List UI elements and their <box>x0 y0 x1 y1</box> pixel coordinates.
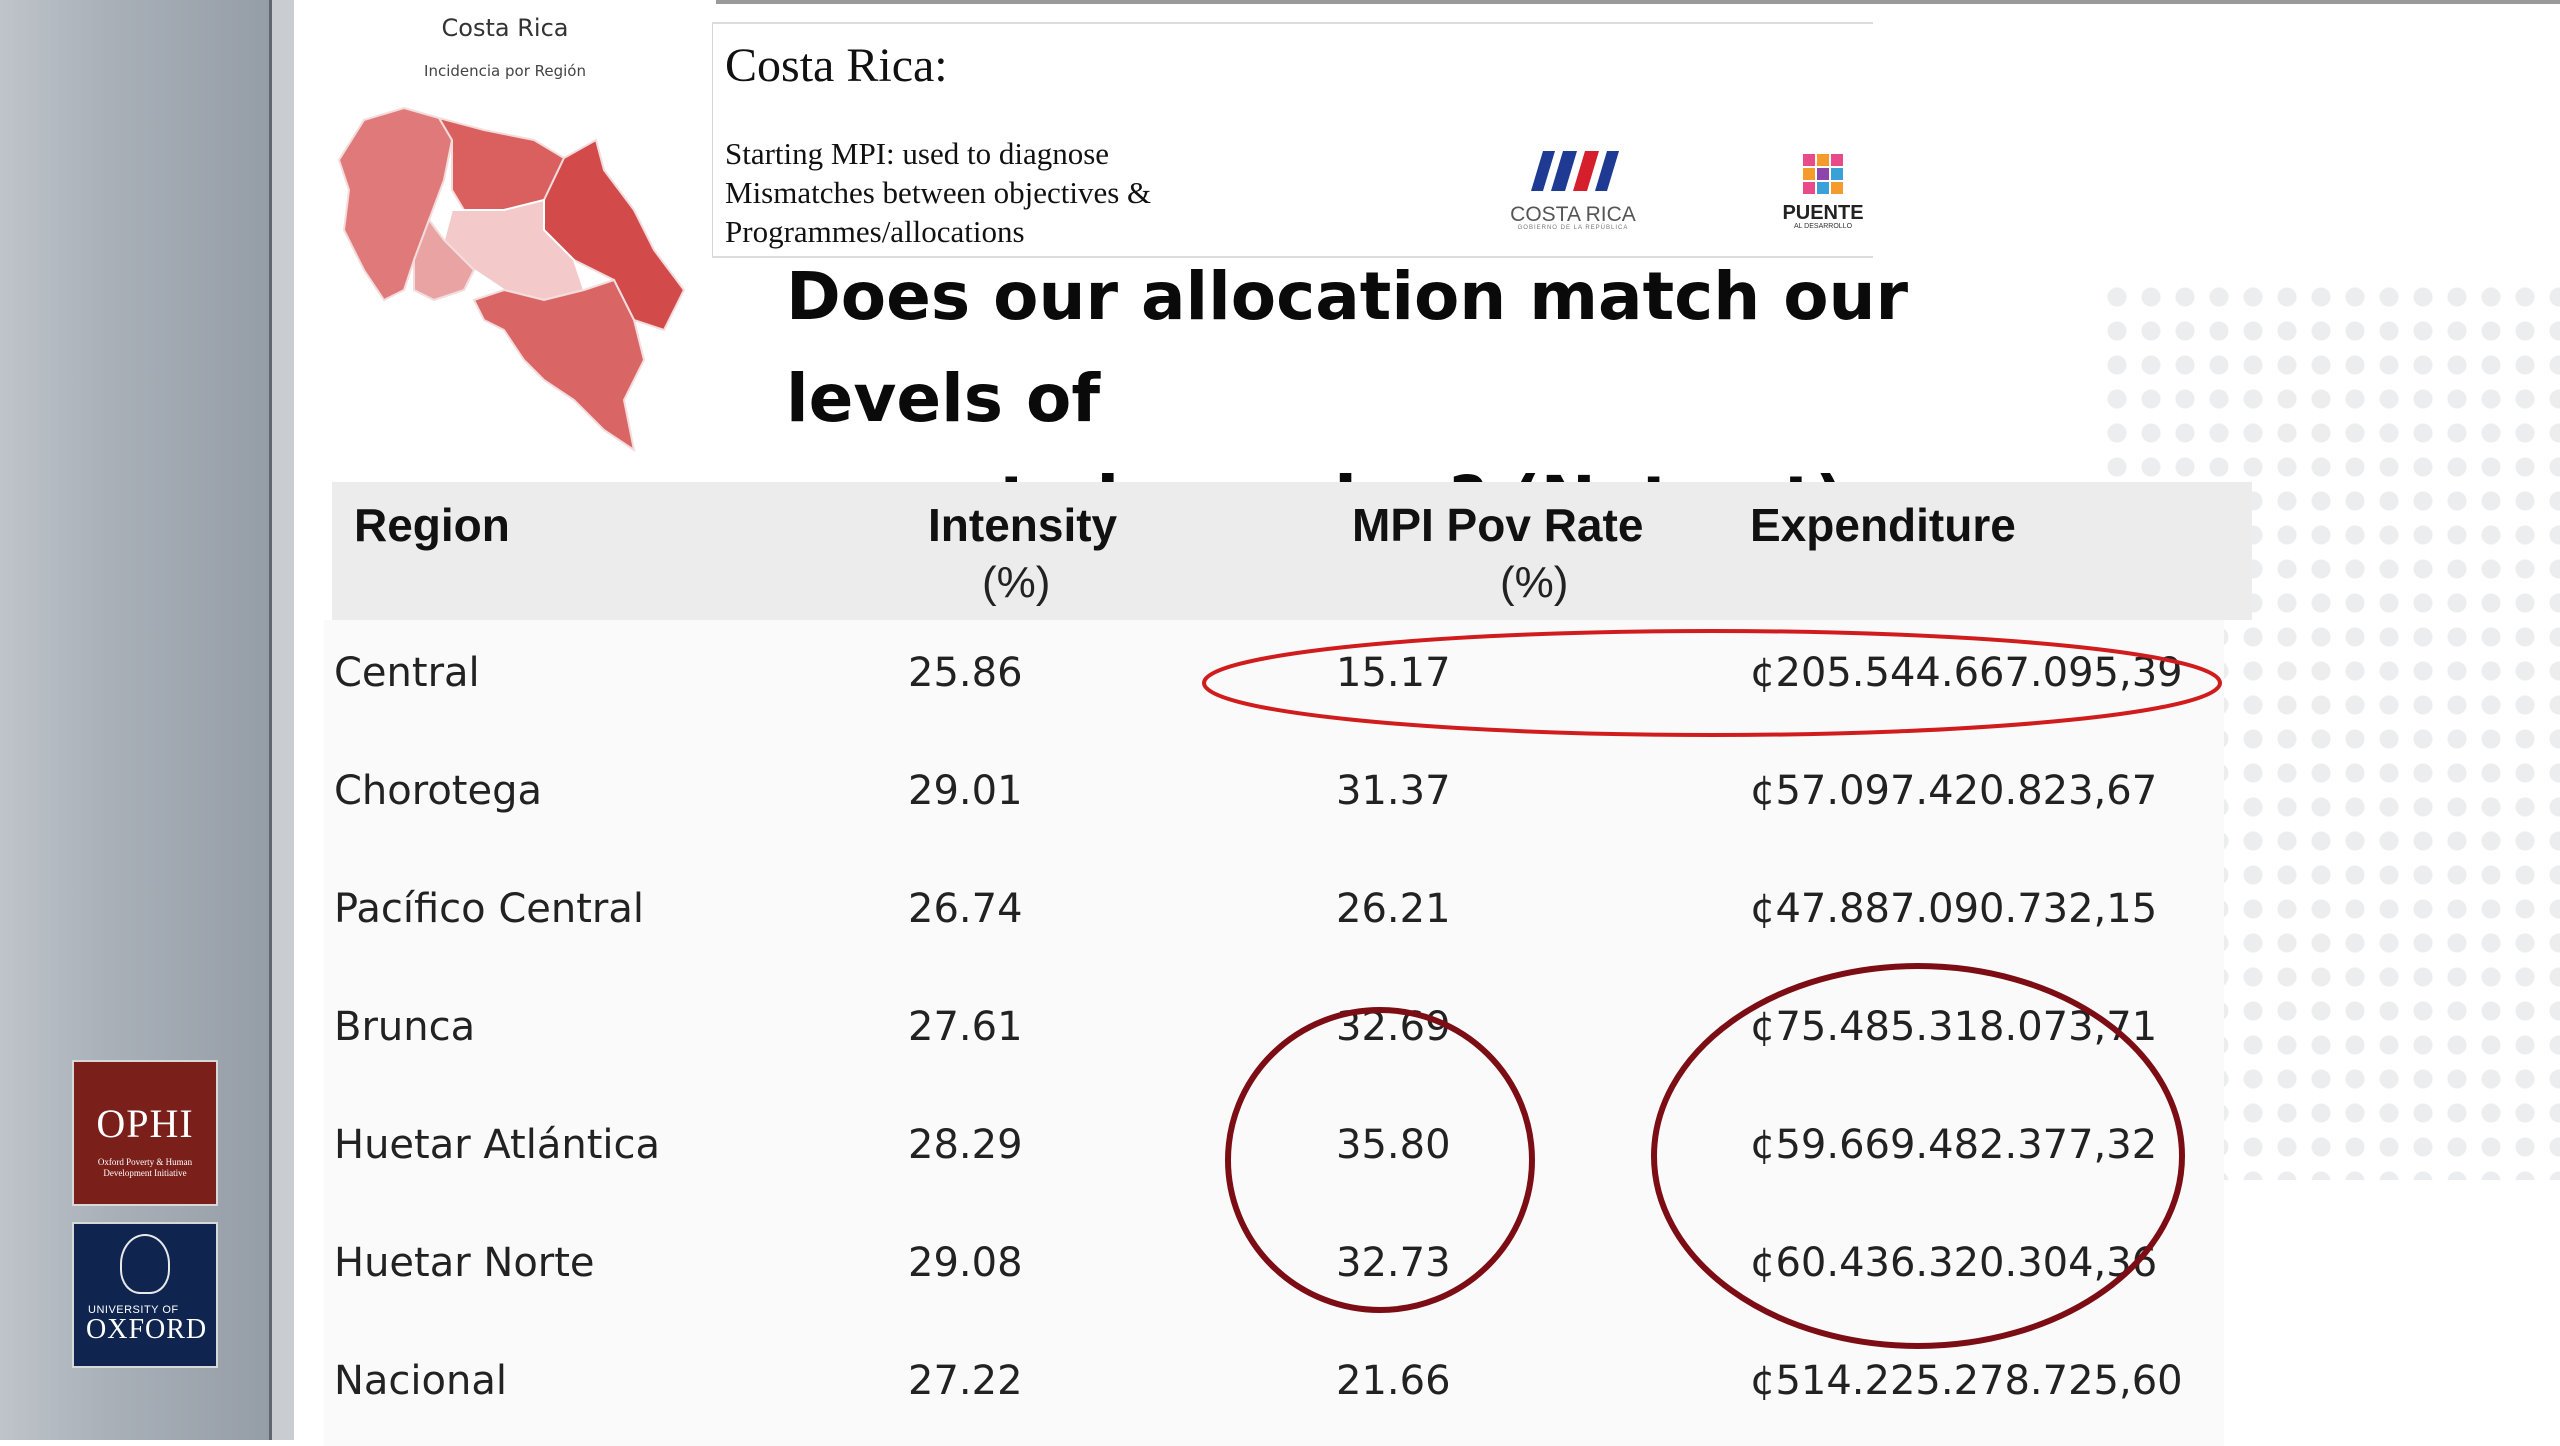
question-line-1: Does our allocation match our levels of <box>786 258 1909 437</box>
header-line: Mismatches between objectives & <box>725 175 1152 210</box>
ophi-logo-subtitle: Oxford Poverty & Human Development Initi… <box>97 1157 193 1178</box>
cell-mpi: 32.69 <box>1336 1004 1451 1050</box>
header-line: Programmes/allocations <box>725 214 1025 249</box>
header-intensity: Intensity <box>928 499 1118 551</box>
costa-rica-map <box>337 106 686 453</box>
cell-region: Brunca <box>334 1004 476 1050</box>
costa-rica-logo-small: GOBIERNO DE LA REPÚBLICA <box>1517 225 1629 231</box>
map-title: Costa Rica <box>441 14 569 42</box>
cell-mpi: 26.21 <box>1336 886 1451 932</box>
puente-logo: PUENTE AL DESARROLLO <box>1768 152 1878 230</box>
cell-mpi: 21.66 <box>1336 1358 1451 1404</box>
costa-rica-stripes-icon <box>1531 151 1619 191</box>
cell-intensity: 27.61 <box>908 1004 1023 1050</box>
header-line: Starting MPI: used to diagnose <box>725 136 1110 171</box>
table-row: Pacífico Central 26.74 26.21 ¢47.887.090… <box>324 856 2224 976</box>
oxford-logo-title: OXFORD <box>86 1314 208 1345</box>
oxford-crest-icon <box>120 1234 170 1294</box>
table-row: Central 25.86 15.17 ¢205.544.667.095,39 <box>324 620 2224 740</box>
cell-expenditure: ¢205.544.667.095,39 <box>1750 650 2183 696</box>
table-row: Huetar Atlántica 28.29 35.80 ¢59.669.482… <box>324 1092 2224 1212</box>
header-expenditure: Expenditure <box>1750 499 2016 551</box>
cell-mpi: 31.37 <box>1336 768 1451 814</box>
table-row: Nacional 27.22 21.66 ¢514.225.278.725,60 <box>324 1328 2224 1446</box>
costa-rica-government-logo: COSTA RICA GOBIERNO DE LA REPÚBLICA <box>1503 149 1643 231</box>
cell-region: Central <box>334 650 480 696</box>
header-region: Region <box>354 499 510 551</box>
costa-rica-logo-label: COSTA RICA <box>1510 203 1636 226</box>
ophi-logo-title: OPHI <box>96 1101 194 1146</box>
map-region-pacifico-central <box>413 217 476 302</box>
cell-expenditure: ¢47.887.090.732,15 <box>1750 886 2158 932</box>
ophi-logo: OPHI Oxford Poverty & Human Development … <box>72 1060 218 1206</box>
cell-mpi: 15.17 <box>1336 650 1451 696</box>
cell-expenditure: ¢60.436.320.304,36 <box>1750 1240 2158 1286</box>
cell-mpi: 35.80 <box>1336 1122 1451 1168</box>
cell-intensity: 27.22 <box>908 1358 1023 1404</box>
oxford-logo: UNIVERSITY OF OXFORD <box>72 1222 218 1368</box>
cell-region: Pacífico Central <box>334 886 644 932</box>
cell-mpi: 32.73 <box>1336 1240 1451 1286</box>
puente-logo-label: PUENTE <box>1782 202 1864 224</box>
table-row: Brunca 27.61 32.69 ¢75.485.318.073,71 <box>324 974 2224 1094</box>
cell-expenditure: ¢59.669.482.377,32 <box>1750 1122 2158 1168</box>
cell-region: Huetar Atlántica <box>334 1122 661 1168</box>
header-mpi-unit: (%) <box>1500 558 1569 607</box>
header-description: Starting MPI: used to diagnose Mismatche… <box>725 134 1151 251</box>
top-border <box>0 0 2560 4</box>
cell-region: Nacional <box>334 1358 507 1404</box>
table-header: Region Intensity (%) MPI Pov Rate (%) Ex… <box>332 482 2252 620</box>
puente-logo-small: AL DESARROLLO <box>1793 223 1853 230</box>
map-subtitle: Incidencia por Región <box>424 62 586 80</box>
header-intensity-unit: (%) <box>982 558 1051 607</box>
region-map-panel: Costa Rica Incidencia por Región <box>294 0 716 556</box>
cell-region: Chorotega <box>334 768 542 814</box>
cell-intensity: 29.01 <box>908 768 1023 814</box>
cell-region: Huetar Norte <box>334 1240 595 1286</box>
sidebar-edge <box>272 0 294 1440</box>
cell-intensity: 28.29 <box>908 1122 1023 1168</box>
map-region-brunca <box>472 278 646 453</box>
header-title: Costa Rica: <box>725 39 948 92</box>
cell-expenditure: ¢75.485.318.073,71 <box>1750 1004 2158 1050</box>
cell-intensity: 26.74 <box>908 886 1023 932</box>
table-row: Huetar Norte 29.08 32.73 ¢60.436.320.304… <box>324 1210 2224 1330</box>
cell-intensity: 29.08 <box>908 1240 1023 1286</box>
cell-expenditure: ¢514.225.278.725,60 <box>1750 1358 2183 1404</box>
header-mpi: MPI Pov Rate <box>1352 499 1644 551</box>
puente-mosaic-icon <box>1803 154 1843 194</box>
slide-header-box: Costa Rica: Starting MPI: used to diagno… <box>712 22 1873 258</box>
cell-intensity: 25.86 <box>908 650 1023 696</box>
table-row: Chorotega 29.01 31.37 ¢57.097.420.823,67 <box>324 738 2224 858</box>
oxford-logo-small: UNIVERSITY OF <box>88 1304 179 1316</box>
cell-expenditure: ¢57.097.420.823,67 <box>1750 768 2158 814</box>
